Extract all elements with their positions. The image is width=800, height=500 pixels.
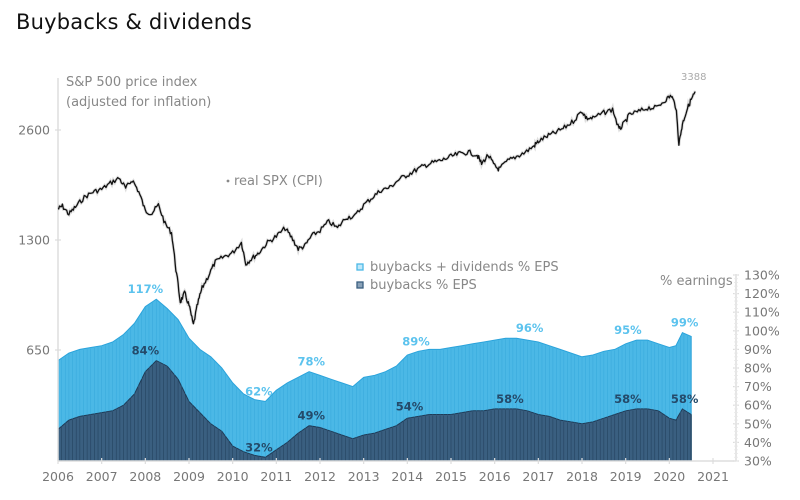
right-axis-tick-label: 50% (744, 416, 772, 431)
x-axis-tick-label: 2015 (435, 469, 467, 484)
label-buybacks-dividends: 78% (298, 355, 326, 369)
right-axis-tick-label: 40% (744, 435, 772, 450)
x-axis-tick-label: 2012 (304, 469, 336, 484)
label-buybacks: 58% (614, 392, 642, 406)
x-axis-tick-label: 2021 (697, 469, 729, 484)
left-axis-tick-label: 650 (26, 343, 50, 358)
label-buybacks-dividends: 89% (402, 334, 430, 348)
right-axis-tick-label: 30% (744, 454, 772, 469)
right-axis-title: % earnings (660, 274, 733, 289)
label-buybacks: 32% (245, 440, 273, 454)
right-axis-tick-label: 130% (744, 268, 780, 283)
annotation-layer: 117% 62% 78% 89% 96% 95% 99% 84% 32% 49% 54% 58% 58%… (128, 282, 699, 454)
right-axis-tick-label: 120% (744, 286, 780, 301)
left-axis-title-line2: (adjusted for inflation) (66, 95, 211, 110)
legend: buybacks + dividends % EPS buybacks % EP… (356, 260, 559, 293)
label-buybacks: 58% (496, 392, 524, 406)
spx-line (57, 91, 696, 325)
line-label: real SPX (CPI) (234, 174, 323, 189)
x-axis-tick-label: 2016 (479, 469, 511, 484)
x-axis-tick-label: 2020 (653, 469, 685, 484)
label-buybacks: 84% (132, 344, 160, 358)
spx-line-layer (57, 90, 697, 325)
x-axis-tick-label: 2009 (173, 469, 205, 484)
legend-label-buybacks-dividends: buybacks + dividends % EPS (370, 260, 559, 275)
x-axis-tick-label: 2019 (610, 469, 642, 484)
label-buybacks-dividends: 96% (516, 321, 544, 335)
label-buybacks-dividends: 62% (245, 384, 273, 398)
left-axis-tick-label: 2600 (18, 123, 50, 138)
right-axis-tick-label: 70% (744, 379, 772, 394)
right-axis-tick-label: 100% (744, 323, 780, 338)
chart-title: Buybacks & dividends (16, 10, 252, 34)
right-axis-tick-label: 90% (744, 342, 772, 357)
line-end-annotation: 3388 (681, 72, 706, 83)
left-axis-tick-label: 1300 (18, 233, 50, 248)
x-axis-tick-label: 2010 (217, 469, 249, 484)
label-buybacks: 58% (671, 392, 699, 406)
label-buybacks: 54% (396, 399, 424, 413)
x-axis-tick-label: 2018 (566, 469, 598, 484)
x-axis-tick-label: 2008 (129, 469, 161, 484)
right-axis-tick-label: 60% (744, 398, 772, 413)
x-axis-tick-label: 2011 (260, 469, 292, 484)
label-buybacks: 49% (298, 409, 326, 423)
label-buybacks-dividends: 95% (614, 323, 642, 337)
line-label-dot (226, 179, 230, 183)
legend-swatch-light (356, 263, 364, 271)
right-axis-tick-label: 110% (744, 305, 780, 320)
label-buybacks-dividends: 117% (128, 282, 164, 296)
x-axis-tick-label: 2007 (86, 469, 118, 484)
right-axis-tick-label: 80% (744, 361, 772, 376)
label-buybacks-dividends: 99% (671, 316, 699, 330)
legend-swatch-dark (356, 281, 364, 289)
legend-label-buybacks: buybacks % EPS (370, 278, 477, 293)
x-axis-tick-label: 2014 (391, 469, 423, 484)
left-axis-title-line1: S&P 500 price index (66, 75, 198, 90)
axes: 2600 1300 650 130% 120% 110% 100% 90% 80% 70% 60% 5… (18, 78, 780, 484)
bar-stripes (57, 300, 692, 461)
x-axis-tick-label: 2013 (348, 469, 380, 484)
x-axis-tick-label: 2006 (42, 469, 74, 484)
x-axis-tick-label: 2017 (522, 469, 554, 484)
